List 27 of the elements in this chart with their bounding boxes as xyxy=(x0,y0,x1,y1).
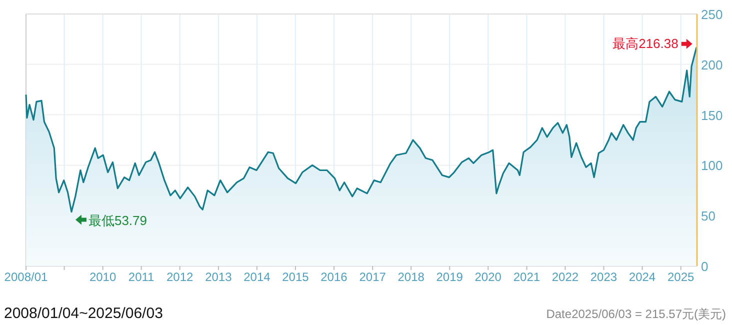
x-tick-label: 2021 xyxy=(513,270,540,284)
y-tick-label: 250 xyxy=(701,7,723,22)
y-tick-label: 100 xyxy=(701,158,723,174)
y-tick-label: 200 xyxy=(701,57,723,72)
x-tick-label: 2015 xyxy=(282,270,310,284)
x-tick-label: 2016 xyxy=(320,270,348,284)
x-tick-label: 2023 xyxy=(590,270,618,284)
x-tick-label: 2008/01 xyxy=(4,270,48,284)
x-tick-label: 2024 xyxy=(628,270,656,284)
x-tick-label: 2013 xyxy=(205,270,232,284)
annotation: 最低53.79 xyxy=(88,212,148,228)
x-tick-label: 2014 xyxy=(244,270,271,284)
x-tick-label: 2019 xyxy=(436,270,464,284)
x-tick-label: 2020 xyxy=(474,270,502,284)
x-tick-label: 2012 xyxy=(166,270,194,284)
x-tick-label: 2010 xyxy=(89,270,116,284)
y-tick-label: 0 xyxy=(701,259,708,274)
text: Date2025/06/03 = 215.57元(美元) xyxy=(546,307,726,321)
text: 2008/01/04~2025/06/03 xyxy=(4,305,163,322)
x-tick-label: 2018 xyxy=(398,270,425,284)
annotation: 最高216.38 xyxy=(612,36,678,51)
x-tick-label: 2017 xyxy=(359,270,386,284)
y-tick-label: 50 xyxy=(701,208,716,224)
x-tick-label: 2011 xyxy=(128,270,155,284)
y-tick-label: 150 xyxy=(701,108,723,123)
x-tick-label: 2022 xyxy=(552,270,579,284)
x-tick-label: 2025 xyxy=(668,270,695,284)
